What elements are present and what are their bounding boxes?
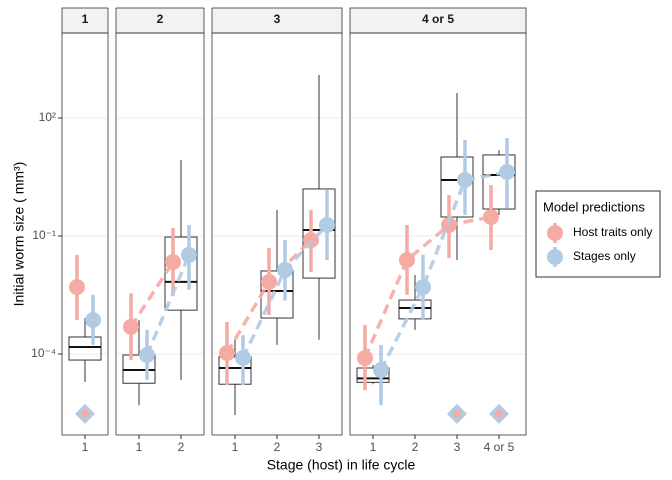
- prediction-point: [165, 254, 181, 271]
- floor-dot: [495, 409, 503, 418]
- x-tick-label: 2: [274, 440, 281, 454]
- floor-dot: [81, 409, 89, 418]
- x-tick-label: 1: [136, 440, 143, 454]
- y-tick-label: 10⁻⁴: [31, 346, 56, 360]
- box: [356, 367, 390, 383]
- prediction-point: [235, 349, 251, 366]
- box: [68, 336, 102, 361]
- y-tick-label: 10²: [39, 110, 56, 124]
- x-tick-label: 1: [82, 440, 89, 454]
- prediction-point: [277, 262, 293, 279]
- prediction-point: [499, 163, 515, 180]
- y-axis-title: Initial worm size ( mm³): [11, 162, 27, 307]
- prediction-line: [145, 254, 191, 356]
- prediction-point: [261, 273, 277, 290]
- prediction-point: [399, 252, 415, 269]
- x-tick-label: 2: [412, 440, 419, 454]
- panel-border: [349, 32, 527, 436]
- prediction-line: [379, 170, 508, 371]
- strip: [349, 7, 527, 34]
- x-tick-label: 3: [316, 440, 323, 454]
- box: [398, 299, 432, 320]
- x-tick-label: 2: [178, 440, 185, 454]
- prediction-point: [457, 172, 473, 189]
- x-tick-label: 1: [370, 440, 377, 454]
- panel-border: [211, 32, 343, 436]
- prediction-point: [373, 362, 389, 379]
- x-tick-label: 1: [232, 440, 239, 454]
- prediction-point: [85, 312, 101, 329]
- prediction-line: [129, 261, 175, 328]
- legend-label: Host traits only: [573, 225, 652, 239]
- strip-label: 3: [274, 12, 281, 26]
- prediction-point: [219, 344, 235, 361]
- strip-label: 1: [82, 12, 89, 26]
- legend-label: Stages only: [573, 249, 636, 263]
- box: [482, 154, 516, 210]
- box: [440, 156, 474, 218]
- prediction-point: [139, 347, 155, 364]
- prediction-point: [69, 279, 85, 296]
- strip: [211, 7, 343, 34]
- legend-key: [547, 249, 563, 265]
- legend-title: Model predictions: [543, 199, 645, 214]
- legend-key: [547, 225, 563, 241]
- prediction-point: [319, 217, 335, 234]
- prediction-point: [483, 208, 499, 225]
- box: [164, 236, 198, 311]
- strip-label: 2: [157, 12, 164, 26]
- prediction-point: [181, 246, 197, 263]
- prediction-line: [363, 215, 492, 359]
- panel-border: [61, 32, 109, 436]
- x-axis-title: Stage (host) in life cycle: [267, 457, 416, 473]
- floor-dot: [453, 409, 461, 418]
- box: [218, 356, 252, 385]
- panel-border: [115, 32, 205, 436]
- box: [302, 188, 336, 279]
- panel: [116, 33, 204, 435]
- prediction-point: [357, 349, 373, 366]
- strip: [115, 7, 205, 34]
- x-tick-label: 3: [454, 440, 461, 454]
- y-tick-label: 10⁻¹: [32, 228, 56, 242]
- prediction-point: [123, 318, 139, 335]
- strip-label: 4 or 5: [422, 12, 454, 26]
- prediction-point: [415, 279, 431, 296]
- x-tick-label: 4 or 5: [484, 440, 515, 454]
